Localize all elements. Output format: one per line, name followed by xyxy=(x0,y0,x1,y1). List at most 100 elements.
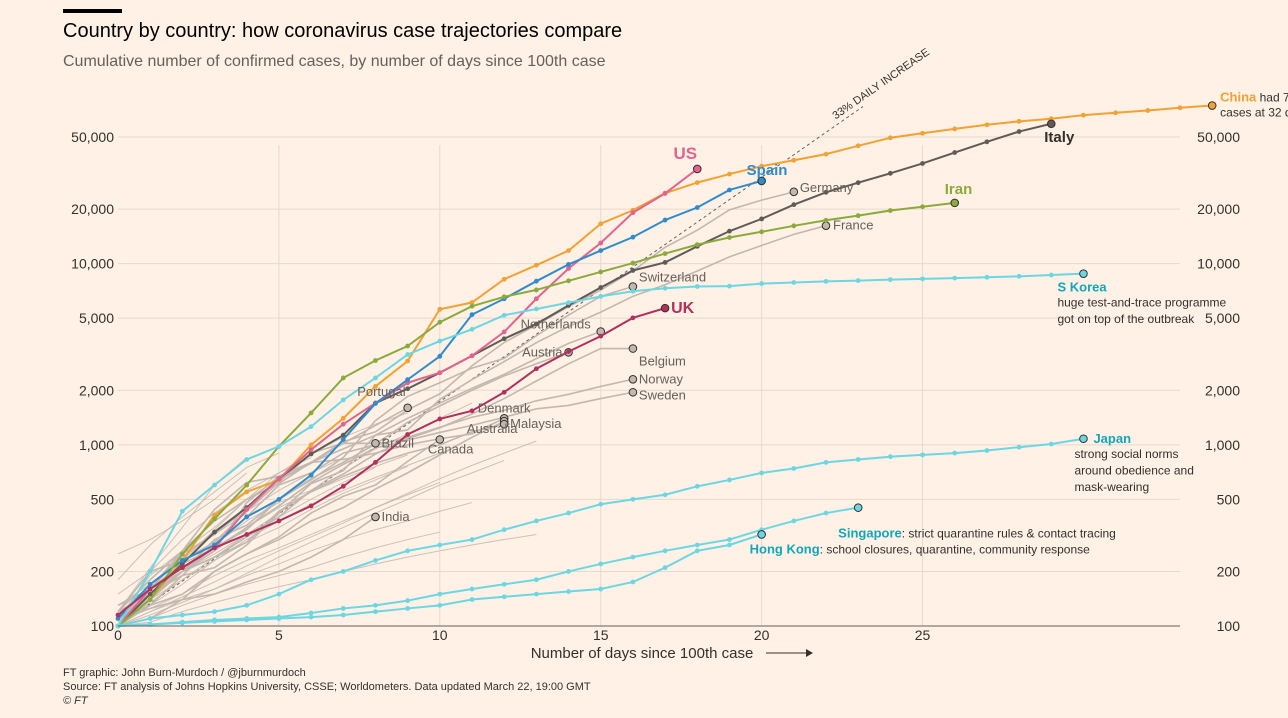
data-point xyxy=(759,216,765,222)
data-point xyxy=(566,349,571,354)
data-point xyxy=(791,280,797,285)
data-point xyxy=(437,370,443,376)
series-line xyxy=(117,506,859,627)
data-point xyxy=(147,597,153,602)
data-point xyxy=(437,338,443,344)
data-point xyxy=(791,202,797,208)
data-point xyxy=(244,602,250,608)
series-group xyxy=(115,101,1217,629)
data-point xyxy=(694,483,700,489)
data-point xyxy=(469,326,475,332)
data-point xyxy=(308,472,314,478)
data-point xyxy=(373,375,378,381)
data-point xyxy=(276,591,282,597)
data-point xyxy=(662,285,668,291)
annotation-text: cases at 32 days xyxy=(1220,106,1288,120)
data-point xyxy=(1177,105,1183,111)
data-point xyxy=(823,278,829,284)
data-point xyxy=(533,577,539,583)
data-point xyxy=(405,352,411,357)
data-point xyxy=(727,283,732,289)
data-point xyxy=(373,358,378,363)
data-point xyxy=(662,548,668,554)
data-point xyxy=(791,466,797,471)
label-portugal: Portugal xyxy=(357,384,406,399)
series-line xyxy=(117,224,827,627)
series-name-label: Denmark xyxy=(478,400,531,415)
data-point xyxy=(437,602,443,608)
series-name-label: US xyxy=(673,144,697,163)
y-tick-label-left: 5,000 xyxy=(79,310,114,326)
series-norway xyxy=(117,374,638,620)
data-point xyxy=(566,589,571,594)
data-point xyxy=(759,229,765,235)
data-point xyxy=(308,610,314,616)
data-point xyxy=(373,384,378,389)
data-point xyxy=(855,180,861,186)
data-point xyxy=(887,135,893,141)
data-point xyxy=(887,277,893,283)
data-point xyxy=(533,366,539,372)
data-point xyxy=(791,223,797,229)
data-point xyxy=(952,126,958,132)
label-hong-kong: Hong Kong: school closures, quarantine, … xyxy=(750,541,1091,556)
label-us: US xyxy=(673,144,697,163)
data-point xyxy=(1113,110,1119,116)
series-name-label: Australia xyxy=(467,421,518,436)
label-australia: Australia xyxy=(467,421,518,436)
data-point xyxy=(630,554,636,560)
label-spain: Spain xyxy=(747,162,788,179)
series-switzerland xyxy=(117,282,638,620)
data-point xyxy=(533,287,539,293)
data-point xyxy=(405,606,411,611)
series-france xyxy=(117,221,831,627)
series-name-label: Switzerland xyxy=(639,270,706,285)
end-marker xyxy=(1207,101,1217,110)
x-tick-label: 10 xyxy=(432,627,448,643)
data-point xyxy=(855,213,861,219)
series-name-label: Singapore: strict quarantine rules & con… xyxy=(838,526,1116,541)
data-point xyxy=(1048,441,1054,447)
data-point xyxy=(501,581,507,587)
end-marker xyxy=(1079,434,1088,444)
data-point xyxy=(855,143,861,149)
data-point xyxy=(791,518,797,524)
data-point xyxy=(469,300,475,305)
data-point xyxy=(630,234,636,240)
end-marker xyxy=(499,419,509,429)
data-point xyxy=(340,375,346,381)
end-marker xyxy=(371,512,380,522)
data-point xyxy=(823,510,829,516)
data-point xyxy=(501,276,507,282)
data-point xyxy=(373,609,378,615)
data-point xyxy=(598,240,604,246)
series-name-label: UK xyxy=(671,300,695,317)
data-point xyxy=(630,268,636,273)
data-point xyxy=(887,170,893,176)
series-line xyxy=(117,516,376,620)
data-point xyxy=(920,161,925,166)
data-point xyxy=(244,617,250,623)
data-point xyxy=(308,447,314,453)
data-point xyxy=(244,514,250,520)
label-italy: Italy xyxy=(1044,129,1075,146)
series-line xyxy=(117,307,666,616)
data-point xyxy=(179,561,185,567)
data-point xyxy=(727,187,732,193)
data-point xyxy=(469,312,475,318)
data-point xyxy=(244,507,250,512)
annotation-text: strong social norms xyxy=(1074,447,1178,461)
label-brazil: Brazil xyxy=(381,435,414,450)
data-point xyxy=(727,477,732,483)
data-point xyxy=(244,489,250,495)
end-marker xyxy=(757,530,766,539)
data-point xyxy=(308,614,314,620)
data-point xyxy=(694,542,700,548)
end-marker xyxy=(371,438,380,448)
data-point xyxy=(147,616,153,621)
x-tick-label: 25 xyxy=(915,627,931,643)
data-point xyxy=(855,278,861,283)
data-point xyxy=(566,278,571,284)
